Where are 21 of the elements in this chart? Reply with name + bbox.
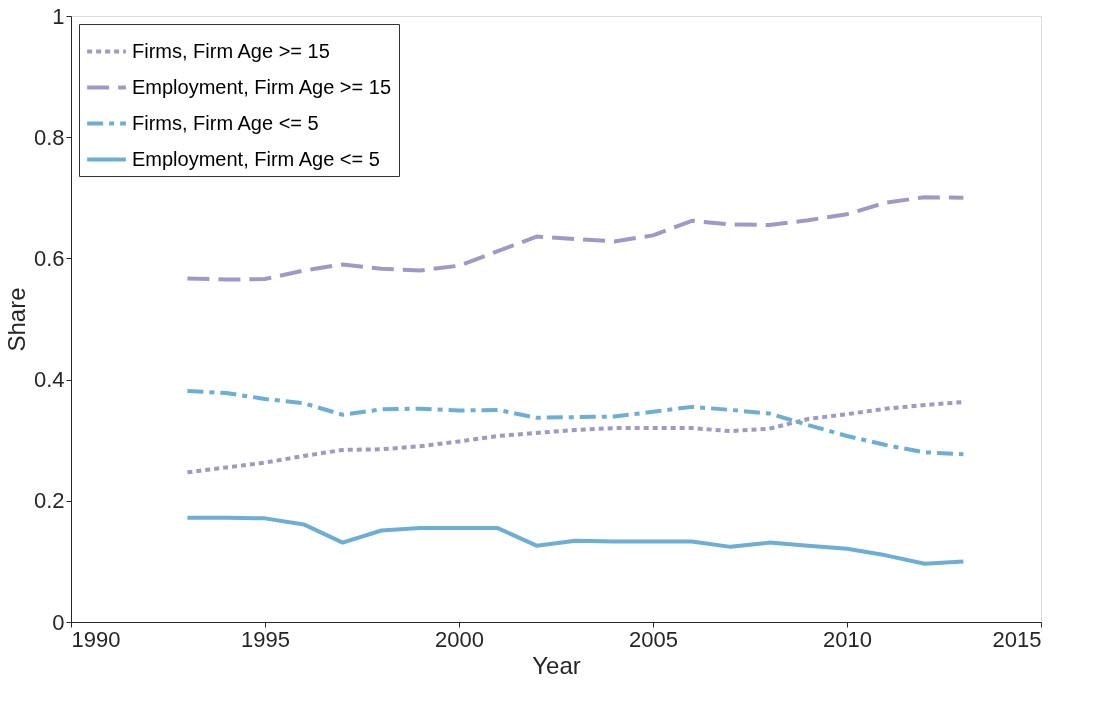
y-tick-label: 0.2 xyxy=(33,488,65,514)
x-tick-label: 2010 xyxy=(823,626,872,652)
line-series xyxy=(185,195,966,282)
legend-label: Employment, Firm Age <= 5 xyxy=(132,147,380,170)
y-tick-label: 0.4 xyxy=(33,367,65,393)
legend-label: Firms, Firm Age <= 5 xyxy=(132,111,319,134)
legend-label: Firms, Firm Age >= 15 xyxy=(132,39,330,62)
y-tick-label: 1 xyxy=(52,3,65,29)
x-axis-title: Year xyxy=(532,651,581,679)
line-series xyxy=(185,515,966,566)
x-tick-label: 2005 xyxy=(629,626,678,652)
y-tick-label: 0 xyxy=(52,609,65,635)
legend-label: Employment, Firm Age >= 15 xyxy=(132,75,392,98)
x-tick-label: 2000 xyxy=(435,626,484,652)
x-tick-label: 1990 xyxy=(71,626,121,652)
y-axis-title: Share xyxy=(2,287,30,352)
y-tick-label: 0.6 xyxy=(33,245,65,271)
line-series xyxy=(185,389,966,457)
y-tick-label: 0.8 xyxy=(33,124,65,150)
x-tick-label: 2015 xyxy=(992,626,1042,652)
x-tick-label: 1995 xyxy=(241,626,290,652)
